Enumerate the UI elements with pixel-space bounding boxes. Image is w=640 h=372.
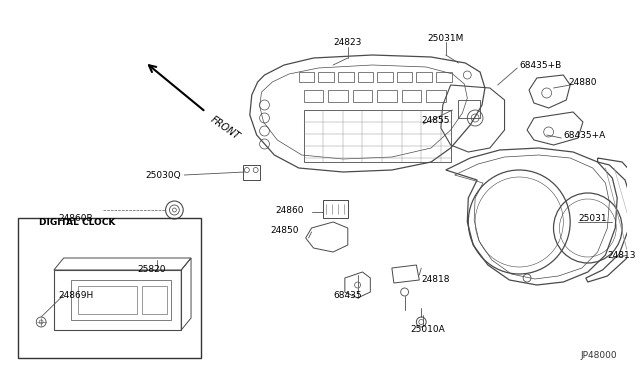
Text: FRONT: FRONT [209,114,242,141]
Text: 24869H: 24869H [59,291,94,299]
Text: 24860: 24860 [275,205,304,215]
Text: 24880: 24880 [568,77,596,87]
Text: 68435+B: 68435+B [519,61,561,70]
Text: DIGITAL CLOCK: DIGITAL CLOCK [39,218,116,227]
Text: 25030Q: 25030Q [146,170,181,180]
Text: 25820: 25820 [138,266,166,275]
Text: 25031: 25031 [578,214,607,222]
Text: 24818: 24818 [421,276,450,285]
Text: 25010A: 25010A [411,326,445,334]
Text: 24813: 24813 [607,250,636,260]
Text: JP48000: JP48000 [580,351,617,360]
Text: 24855: 24855 [421,115,450,125]
Text: 25031M: 25031M [428,33,464,42]
Text: 24850: 24850 [270,225,299,234]
Text: 24823: 24823 [333,38,362,46]
Text: 68435: 68435 [333,292,362,301]
Text: 24860B: 24860B [58,214,93,222]
Text: 68435+A: 68435+A [563,131,605,140]
